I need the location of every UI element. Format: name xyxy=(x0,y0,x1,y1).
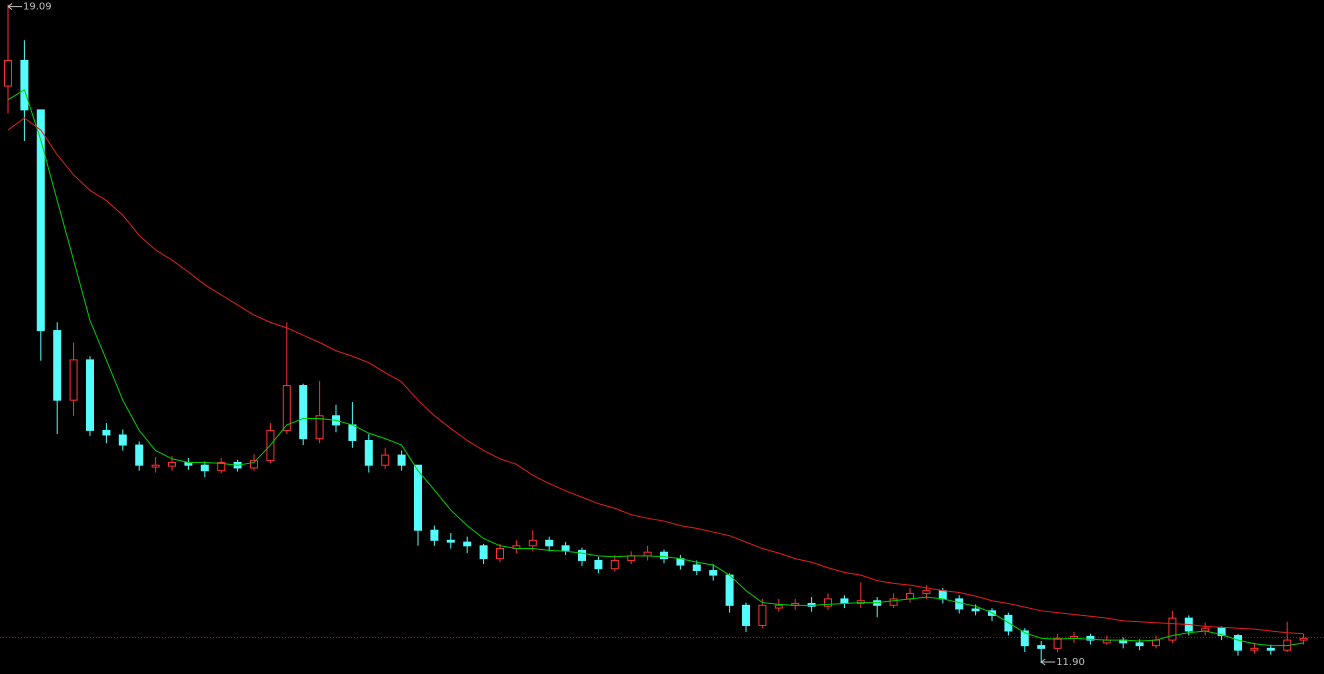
candle-body xyxy=(1168,617,1177,641)
candle-body xyxy=(364,439,373,466)
candle-body xyxy=(53,330,62,401)
candle-body xyxy=(151,464,160,468)
candle-body xyxy=(496,548,504,560)
moving-average-line xyxy=(7,117,1304,635)
candle-body xyxy=(692,564,701,572)
annotation-label: 19.09 xyxy=(23,2,52,13)
annotation-label: 11.90 xyxy=(1056,657,1085,668)
candle-body xyxy=(971,608,980,612)
candle-body xyxy=(1217,627,1226,637)
candle-body xyxy=(840,598,849,604)
candle-body xyxy=(168,461,176,467)
candle-body xyxy=(660,551,668,560)
annotation-arrowhead xyxy=(7,3,13,10)
candle-body xyxy=(118,434,127,446)
candle-body xyxy=(1135,642,1144,647)
candle-body xyxy=(643,551,652,557)
candle-body xyxy=(610,559,619,570)
candle-body xyxy=(824,598,832,607)
candle-body xyxy=(397,454,406,466)
candle-body xyxy=(1299,637,1308,641)
candle-body xyxy=(627,555,636,561)
candle-body xyxy=(1086,635,1095,641)
candle-body xyxy=(528,539,537,547)
candle-body xyxy=(578,549,586,561)
candle-body xyxy=(545,539,554,547)
candle-body xyxy=(774,604,783,609)
candle-body xyxy=(446,539,455,543)
annotation-arrowhead xyxy=(1040,658,1046,666)
moving-average-line xyxy=(7,88,1304,647)
candle-body xyxy=(594,559,603,570)
candle-body xyxy=(414,464,422,531)
candle-body xyxy=(889,598,898,606)
candle-body xyxy=(758,604,767,626)
candle-body xyxy=(282,385,291,431)
candle-body xyxy=(938,590,947,600)
candle-body xyxy=(1266,647,1275,651)
candle-body xyxy=(561,545,570,551)
candle-body xyxy=(1037,645,1046,649)
candle-body xyxy=(250,460,258,469)
candle-body xyxy=(725,574,734,606)
candle-body xyxy=(69,359,78,401)
candle-body xyxy=(299,385,308,440)
candle-body xyxy=(463,541,472,547)
candle-body xyxy=(906,592,914,600)
candle-body xyxy=(200,464,209,472)
candle-body xyxy=(430,529,439,541)
candle-body xyxy=(1152,639,1160,647)
candle-body xyxy=(479,545,488,560)
candle-body xyxy=(922,590,931,594)
candle-body xyxy=(742,604,750,626)
candle-body xyxy=(955,598,964,610)
candle-body xyxy=(709,570,718,576)
candle-body xyxy=(381,454,390,466)
candle-body xyxy=(1053,637,1062,649)
candle-body xyxy=(217,461,226,472)
candle-body xyxy=(36,109,45,332)
candle-body xyxy=(86,359,94,431)
candle-body xyxy=(4,59,12,87)
candle-body xyxy=(1234,635,1242,651)
candle-body xyxy=(20,59,29,111)
candle-body xyxy=(348,424,357,441)
candle-body xyxy=(1020,630,1029,647)
candle-body xyxy=(315,415,324,440)
candle-body xyxy=(102,429,111,436)
candle-body xyxy=(1250,647,1259,651)
candle-body xyxy=(135,444,144,466)
